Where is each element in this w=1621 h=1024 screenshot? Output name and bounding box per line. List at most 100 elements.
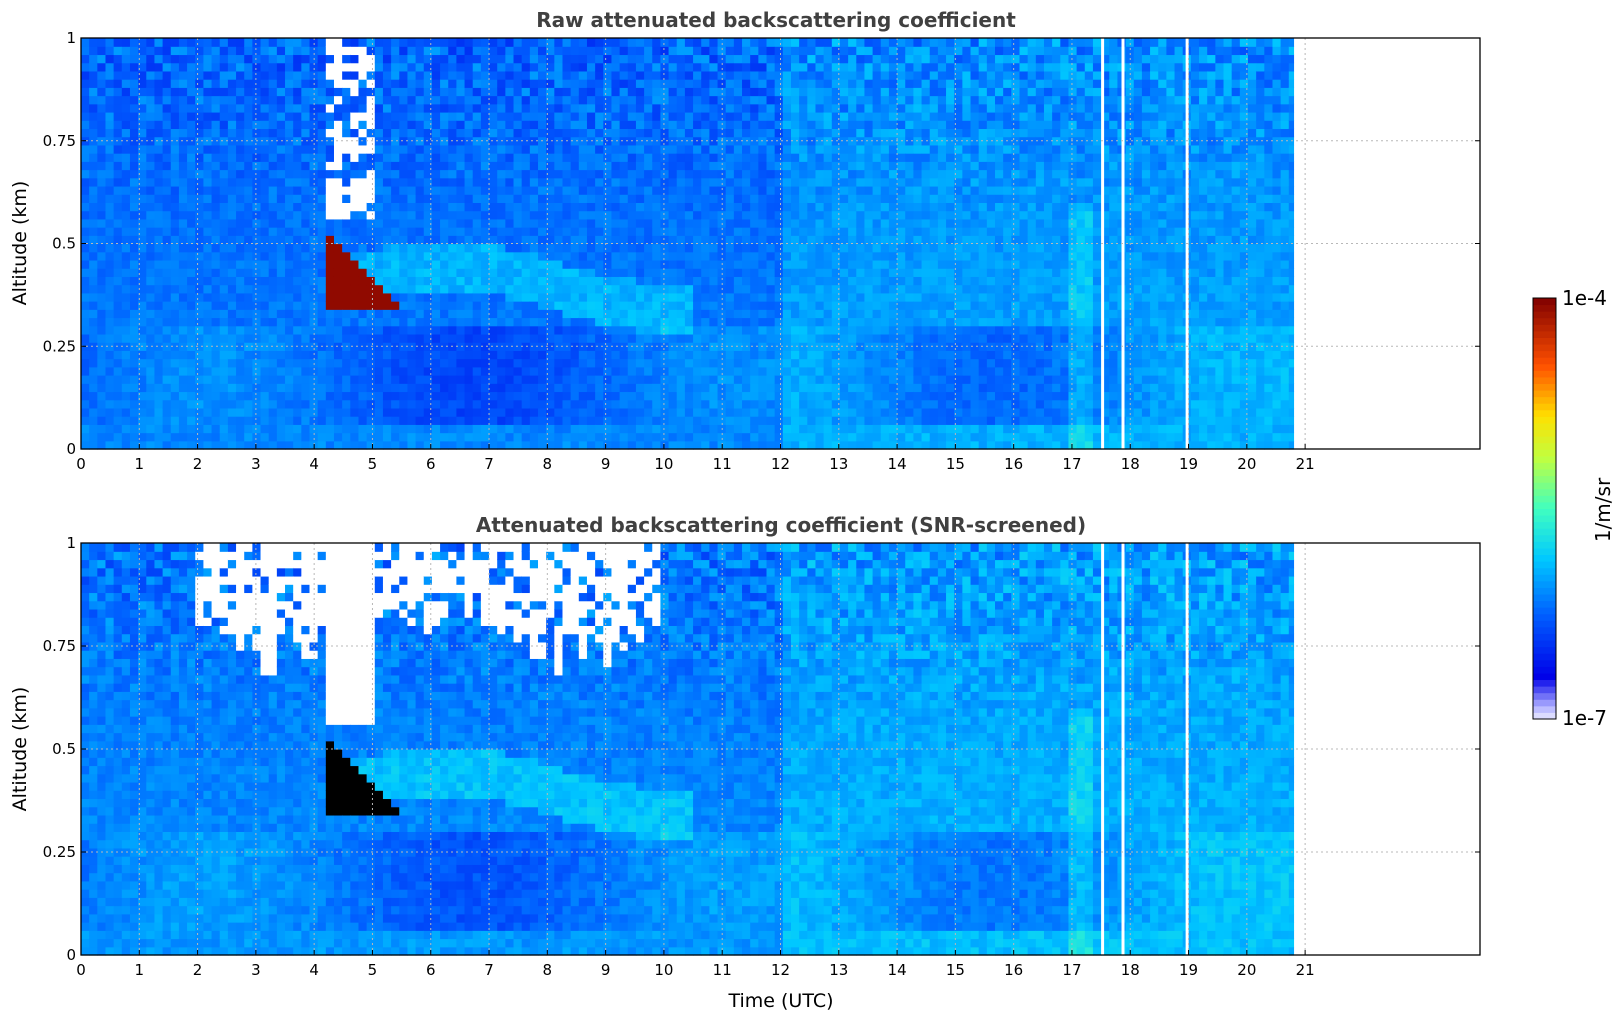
heatmap-cell [693, 46, 702, 56]
heatmap-cell [766, 358, 776, 368]
heatmap-cell [472, 276, 482, 286]
heatmap-cell [97, 292, 107, 302]
heatmap-cell [733, 432, 743, 442]
heatmap-cell [293, 46, 302, 56]
heatmap-cell [521, 128, 531, 138]
heatmap-cell [407, 416, 417, 425]
heatmap-cell [750, 46, 759, 56]
heatmap-cell [872, 169, 882, 179]
heatmap-cell [742, 292, 751, 302]
heatmap-cell [619, 136, 629, 146]
backscatter-heatmap [81, 38, 1295, 450]
heatmap-cell [693, 325, 702, 335]
heatmap-cell [301, 227, 311, 236]
heatmap-cell [129, 358, 139, 368]
heatmap-cell [105, 284, 115, 294]
heatmap-cell [391, 120, 400, 130]
heatmap-cell [709, 399, 719, 409]
heatmap-cell [366, 103, 376, 113]
heatmap-cell [227, 227, 237, 236]
heatmap-cell [766, 235, 776, 245]
heatmap-cell [603, 432, 613, 442]
heatmap-cell [529, 54, 539, 64]
heatmap-cell [301, 407, 311, 417]
heatmap-cell [146, 432, 156, 442]
heatmap-cell [839, 350, 849, 360]
heatmap-cell [382, 358, 392, 368]
heatmap-cell [709, 391, 719, 401]
heatmap-cell [790, 235, 800, 245]
heatmap-cell [790, 227, 800, 236]
heatmap-cell [472, 424, 482, 434]
heatmap-cell [774, 103, 784, 113]
heatmap-cell [823, 136, 833, 146]
heatmap-cell [81, 407, 90, 417]
heatmap-cell [660, 120, 670, 130]
heatmap-cell [301, 301, 311, 310]
heatmap-cell [635, 259, 645, 269]
heatmap-cell [358, 333, 368, 343]
heatmap-cell [513, 292, 523, 302]
heatmap-cell [635, 301, 645, 310]
heatmap-cell [554, 399, 564, 409]
heatmap-cell [97, 366, 107, 376]
heatmap-cell [807, 128, 817, 138]
heatmap-cell [627, 276, 637, 286]
heatmap-cell [497, 70, 506, 80]
heatmap-cell [652, 210, 662, 220]
heatmap-cell [619, 317, 629, 327]
heatmap-cell [790, 194, 800, 203]
heatmap-cell [211, 333, 221, 343]
heatmap-cell [774, 185, 784, 195]
heatmap-cell [113, 218, 123, 228]
heatmap-cell [880, 333, 890, 343]
heatmap-cell [586, 185, 596, 195]
heatmap-cell [333, 325, 343, 335]
heatmap-cell [309, 251, 319, 261]
heatmap-cell [374, 407, 384, 417]
heatmap-cell [839, 218, 849, 228]
heatmap-cell [236, 120, 245, 130]
heatmap-cell [725, 177, 735, 187]
heatmap-cell [856, 342, 866, 351]
heatmap-cell [456, 424, 466, 434]
heatmap-cell [529, 227, 539, 236]
heatmap-cell [285, 301, 294, 310]
heatmap-cell [758, 153, 768, 162]
heatmap-cell [260, 210, 270, 220]
heatmap-cell [97, 202, 107, 212]
heatmap-cell [154, 301, 164, 310]
heatmap-cell [823, 251, 833, 261]
heatmap-cell [578, 169, 588, 179]
heatmap-cell [97, 38, 107, 47]
heatmap-cell [790, 416, 800, 425]
heatmap-cell [578, 153, 588, 162]
heatmap-cell [766, 54, 776, 64]
heatmap-cell [407, 251, 417, 261]
heatmap-cell [766, 391, 776, 401]
heatmap-cell [709, 70, 719, 80]
heatmap-cell [554, 103, 564, 113]
heatmap-cell [758, 144, 768, 154]
heatmap-cell [162, 161, 172, 171]
heatmap-cell [219, 317, 229, 327]
heatmap-cell [733, 268, 743, 277]
heatmap-cell [554, 177, 564, 187]
heatmap-cell [293, 153, 302, 162]
heatmap-cell [244, 424, 253, 434]
heatmap-cell [644, 161, 653, 171]
heatmap-cell [758, 399, 768, 409]
heatmap-cell [391, 177, 400, 187]
heatmap-cell [178, 259, 188, 269]
heatmap-cell [725, 309, 735, 319]
heatmap-cell [154, 358, 164, 368]
heatmap-cell [807, 169, 817, 179]
heatmap-cell [815, 120, 825, 130]
heatmap-cell [660, 111, 670, 121]
heatmap-cell [431, 276, 441, 286]
heatmap-cell [652, 399, 662, 409]
heatmap-cell [162, 301, 172, 310]
heatmap-cell [423, 70, 433, 80]
heatmap-cell [652, 144, 662, 154]
